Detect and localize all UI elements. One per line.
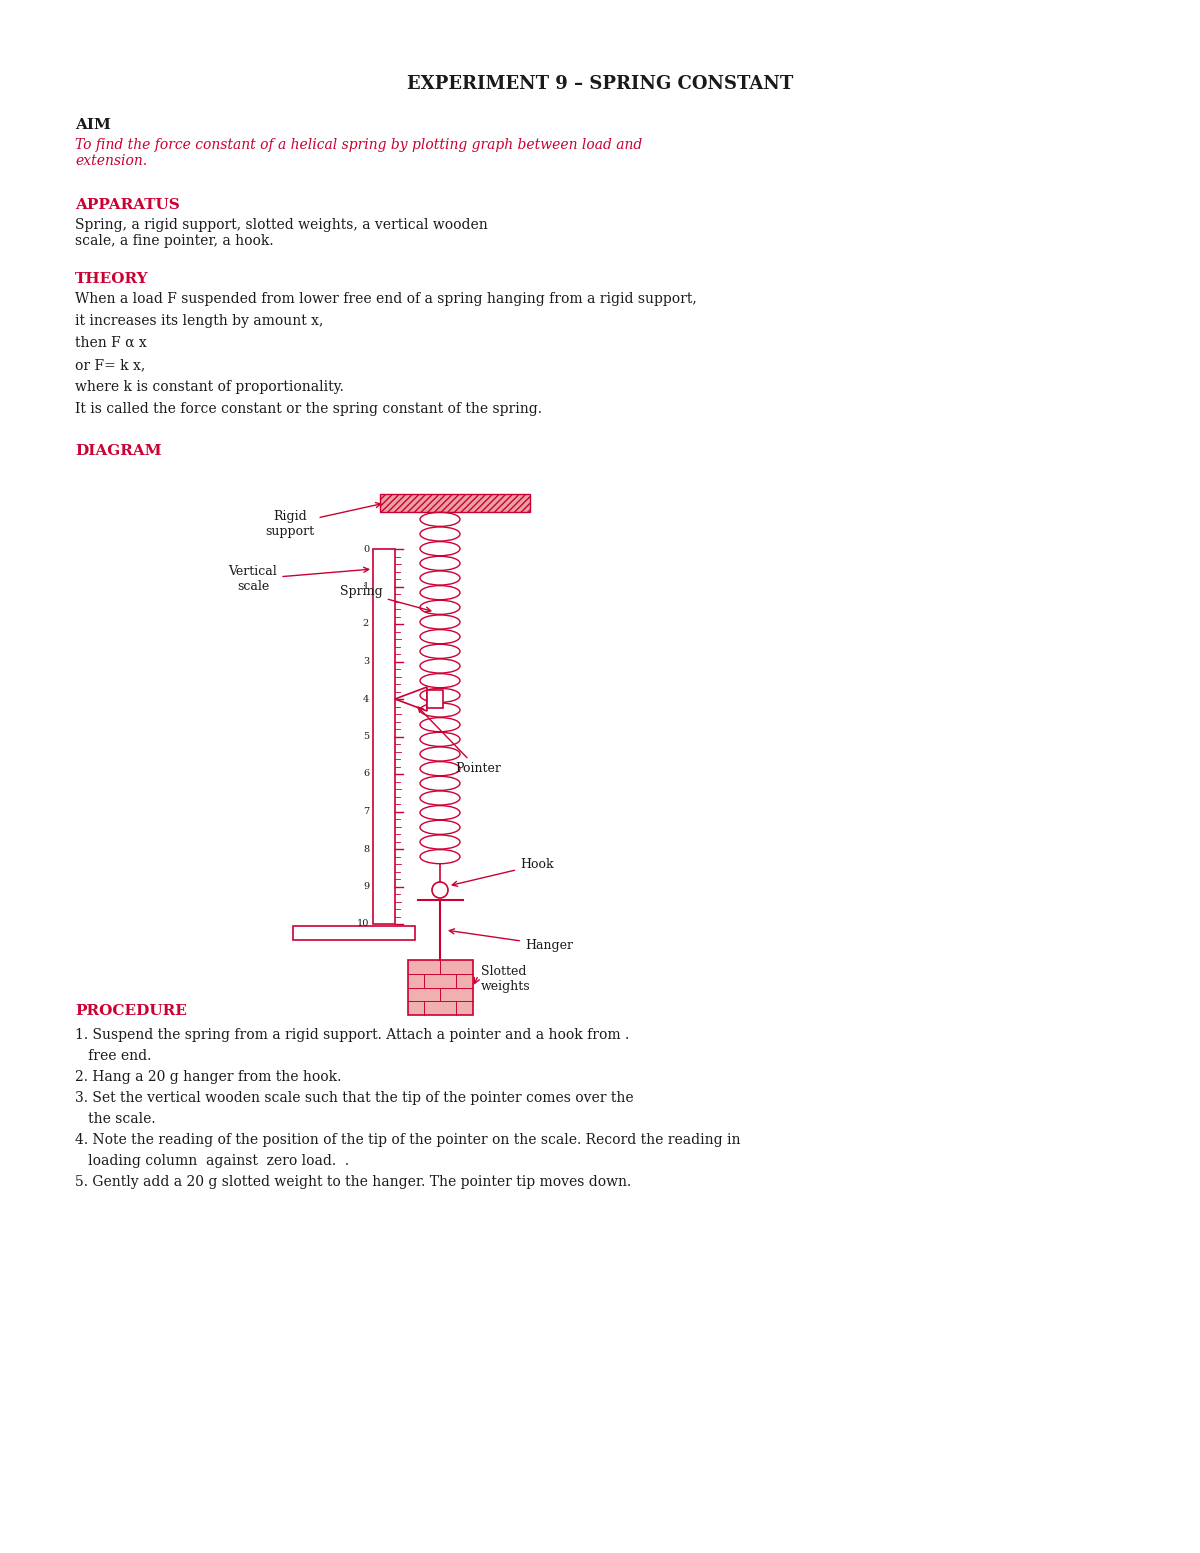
Bar	[408, 960, 473, 1016]
Text: where k is constant of proportionality.: where k is constant of proportionality.	[74, 380, 344, 394]
Bar	[427, 690, 443, 708]
Bar	[380, 494, 530, 512]
Text: It is called the force constant or the spring constant of the spring.: It is called the force constant or the s…	[74, 402, 542, 416]
Text: Vertical
scale: Vertical scale	[229, 565, 368, 593]
Text: 8: 8	[362, 845, 370, 854]
Text: 6: 6	[362, 769, 370, 778]
Text: 7: 7	[362, 808, 370, 815]
Text: 5: 5	[362, 731, 370, 741]
Text: 4: 4	[362, 694, 370, 704]
Text: 2: 2	[362, 620, 370, 629]
Text: Spring, a rigid support, slotted weights, a vertical wooden
scale, a fine pointe: Spring, a rigid support, slotted weights…	[74, 217, 487, 248]
Text: 2. Hang a 20 g hanger from the hook.: 2. Hang a 20 g hanger from the hook.	[74, 1070, 341, 1084]
Text: DIAGRAM: DIAGRAM	[74, 444, 162, 458]
Text: 9: 9	[362, 882, 370, 891]
Text: AIM: AIM	[74, 118, 110, 132]
Text: To find the force constant of a helical spring by plotting graph between load an: To find the force constant of a helical …	[74, 138, 642, 168]
Text: Rigid
support: Rigid support	[265, 503, 380, 537]
Text: 3: 3	[362, 657, 370, 666]
Text: Hook: Hook	[452, 859, 553, 887]
Text: 5. Gently add a 20 g slotted weight to the hanger. The pointer tip moves down.: 5. Gently add a 20 g slotted weight to t…	[74, 1176, 631, 1190]
Text: 0: 0	[362, 545, 370, 553]
Text: When a load F suspended from lower free end of a spring hanging from a rigid sup: When a load F suspended from lower free …	[74, 292, 697, 306]
Text: THEORY: THEORY	[74, 272, 149, 286]
Text: APPARATUS: APPARATUS	[74, 197, 180, 213]
Bar	[293, 926, 415, 940]
Text: EXPERIMENT 9 – SPRING CONSTANT: EXPERIMENT 9 – SPRING CONSTANT	[407, 75, 793, 93]
Text: 10: 10	[356, 919, 370, 929]
Text: free end.: free end.	[74, 1048, 151, 1062]
Text: Slotted
weights: Slotted weights	[480, 964, 530, 992]
Text: or F= k x,: or F= k x,	[74, 359, 145, 373]
Text: the scale.: the scale.	[74, 1112, 156, 1126]
Text: 1. Suspend the spring from a rigid support. Attach a pointer and a hook from .: 1. Suspend the spring from a rigid suppo…	[74, 1028, 629, 1042]
Text: 3. Set the vertical wooden scale such that the tip of the pointer comes over the: 3. Set the vertical wooden scale such th…	[74, 1092, 634, 1106]
Text: Pointer: Pointer	[418, 707, 500, 775]
Text: 1: 1	[362, 582, 370, 592]
Text: 4. Note the reading of the position of the tip of the pointer on the scale. Reco: 4. Note the reading of the position of t…	[74, 1134, 740, 1148]
Bar	[373, 550, 395, 924]
Text: then F α x: then F α x	[74, 335, 146, 349]
Text: loading column  against  zero load.  .: loading column against zero load. .	[74, 1154, 349, 1168]
Text: it increases its length by amount x,: it increases its length by amount x,	[74, 314, 323, 328]
Text: PROCEDURE: PROCEDURE	[74, 1003, 187, 1019]
Text: Hanger: Hanger	[449, 929, 574, 952]
Text: Spring: Spring	[340, 585, 431, 612]
